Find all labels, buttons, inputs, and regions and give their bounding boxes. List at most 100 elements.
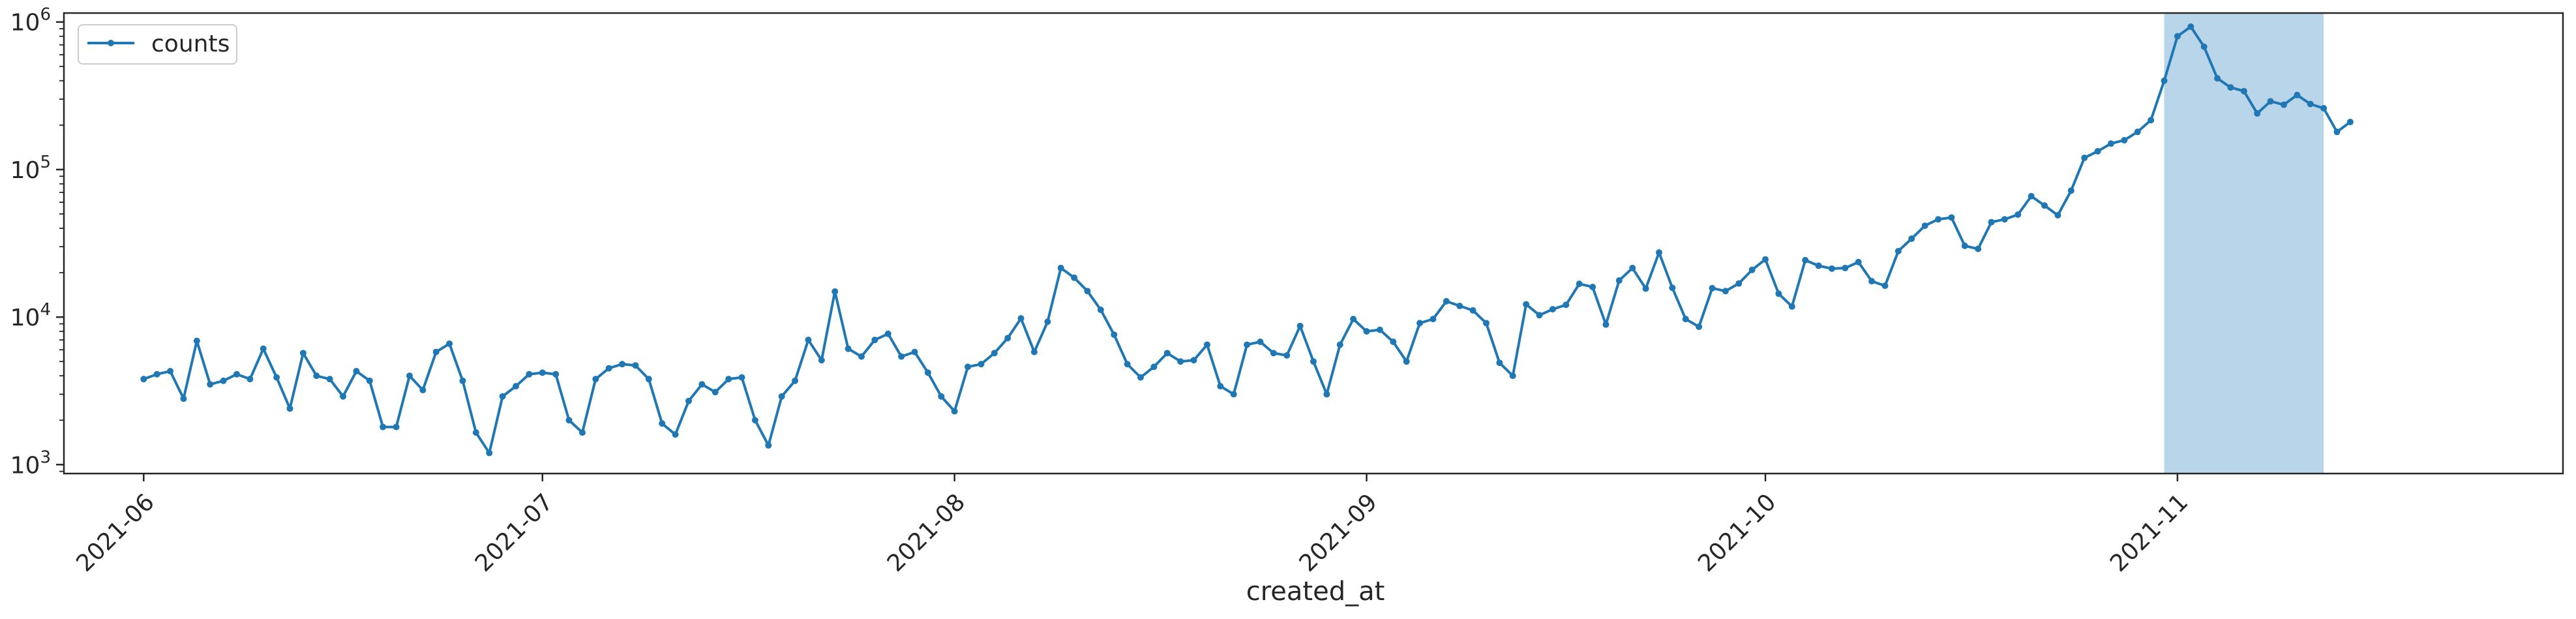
data-point — [1017, 315, 1025, 322]
data-point — [1244, 341, 1251, 348]
data-point — [698, 381, 706, 388]
y-tick-label: 105 — [10, 153, 51, 184]
data-point — [326, 376, 333, 383]
data-point — [1709, 284, 1716, 292]
data-point — [1403, 358, 1410, 365]
data-point — [831, 288, 839, 295]
data-point — [871, 337, 878, 344]
data-point — [1203, 341, 1210, 348]
data-point — [1443, 297, 1450, 305]
data-point — [2254, 110, 2261, 117]
data-point — [592, 376, 599, 383]
data-point — [619, 361, 626, 368]
data-point — [2067, 187, 2074, 194]
data-point — [1177, 358, 1184, 365]
data-point — [818, 357, 825, 364]
data-point — [1815, 262, 1822, 269]
data-point — [432, 348, 440, 355]
data-point — [1762, 256, 1769, 263]
data-point — [978, 361, 985, 368]
data-point — [2200, 43, 2208, 50]
data-point — [1881, 282, 1889, 290]
data-point — [845, 345, 852, 352]
data-point — [1310, 358, 1317, 365]
data-point — [499, 393, 506, 400]
data-point — [884, 330, 891, 337]
data-point — [2001, 216, 2008, 223]
data-point — [2081, 155, 2088, 162]
data-point — [565, 417, 573, 424]
data-point — [1828, 265, 1835, 272]
data-point — [2028, 192, 2035, 200]
data-point — [299, 350, 307, 357]
data-point — [2107, 140, 2114, 147]
data-point — [353, 368, 360, 375]
data-point — [1576, 280, 1583, 288]
data-point — [220, 377, 227, 384]
data-point — [578, 429, 586, 436]
data-point — [738, 374, 745, 381]
data-point — [1084, 288, 1091, 295]
data-point — [2333, 128, 2341, 136]
data-point — [180, 395, 187, 402]
data-point — [1988, 219, 1995, 226]
plot-area-frame — [63, 12, 2564, 475]
data-point — [1323, 391, 1330, 398]
data-point — [898, 353, 905, 360]
data-point — [1948, 214, 1955, 221]
data-point — [2320, 105, 2328, 112]
data-point — [233, 370, 240, 378]
data-point — [1602, 321, 1610, 328]
data-point — [472, 429, 479, 436]
data-point — [1696, 323, 1703, 330]
data-point — [938, 393, 945, 400]
data-point — [1842, 264, 1849, 271]
data-point — [1748, 266, 1756, 273]
data-point — [552, 370, 560, 378]
data-point — [1961, 242, 1968, 249]
data-point — [1456, 303, 1463, 310]
data-point — [340, 393, 347, 400]
data-point — [193, 337, 200, 344]
data-point — [366, 377, 373, 384]
data-point — [1390, 339, 1397, 346]
series-layer — [140, 23, 2354, 457]
data-point — [1589, 283, 1596, 290]
data-point — [167, 368, 174, 375]
data-point — [1363, 328, 1370, 335]
data-point — [1416, 320, 1424, 327]
data-point — [1655, 249, 1662, 256]
data-point — [153, 370, 160, 378]
data-point — [140, 376, 147, 383]
data-point — [1057, 264, 1064, 271]
data-point — [1669, 284, 1676, 292]
y-axis: 103 104 105 106 — [10, 5, 64, 479]
data-point — [778, 393, 785, 400]
data-point — [1004, 335, 1011, 342]
data-point — [513, 383, 520, 390]
data-point — [1549, 306, 1556, 313]
y-tick-label: 106 — [10, 5, 51, 37]
data-point — [1217, 383, 1224, 390]
data-point — [1124, 361, 1131, 368]
data-point — [1283, 352, 1291, 359]
data-point — [1935, 216, 1941, 223]
data-point — [2240, 87, 2247, 95]
data-point — [286, 405, 293, 412]
data-point — [2187, 23, 2194, 30]
data-point — [526, 370, 533, 378]
data-point — [951, 408, 958, 415]
data-point — [645, 376, 652, 383]
data-point — [313, 372, 320, 380]
data-point — [2041, 202, 2048, 209]
data-point — [1469, 307, 1476, 314]
data-point — [406, 372, 413, 380]
data-point — [207, 381, 214, 388]
data-point — [632, 362, 639, 369]
data-point — [2267, 98, 2274, 105]
data-point — [446, 340, 453, 347]
data-point — [459, 377, 466, 384]
data-point — [765, 442, 772, 449]
legend-entry-counts: counts — [151, 31, 230, 57]
data-point — [805, 337, 812, 344]
